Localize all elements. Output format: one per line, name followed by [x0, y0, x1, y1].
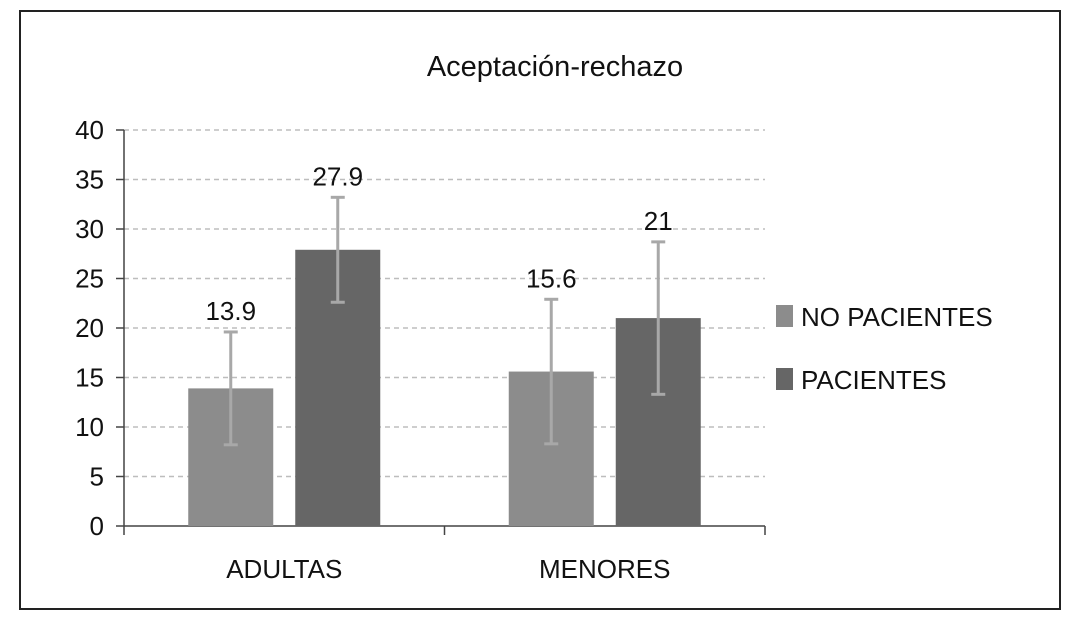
data-label-1-1: 21 [644, 206, 673, 236]
legend-swatch-1 [776, 368, 793, 390]
y-tick-label-5: 5 [90, 462, 104, 492]
legend-label-1: PACIENTES [801, 365, 946, 395]
y-axis-ticks: 0 5 10 15 20 25 30 35 40 [75, 115, 124, 541]
legend-label-0: NO PACIENTES [801, 302, 993, 332]
data-label-0-0: 13.9 [205, 296, 256, 326]
category-label-1: MENORES [539, 554, 670, 584]
legend: NO PACIENTES PACIENTES [776, 302, 993, 395]
category-labels: ADULTAS MENORES [226, 554, 670, 584]
error-bar-0-1 [544, 297, 559, 446]
y-tick-label-40: 40 [75, 115, 104, 145]
data-label-0-1: 15.6 [526, 263, 577, 293]
y-tick-label-35: 35 [75, 165, 104, 195]
y-tick-label-10: 10 [75, 412, 104, 442]
bars [188, 249, 701, 527]
chart-title: Aceptación-rechazo [427, 51, 683, 83]
category-label-0: ADULTAS [226, 554, 342, 584]
y-tick-label-15: 15 [75, 363, 104, 393]
y-tick-label-0: 0 [90, 511, 104, 541]
data-labels: 13.9 27.9 15.6 21 [205, 161, 672, 326]
y-tick-label-30: 30 [75, 214, 104, 244]
error-bar-0-0 [223, 330, 238, 447]
error-bar-1-1 [651, 240, 666, 396]
legend-item-1: PACIENTES [776, 365, 946, 395]
error-bars [223, 195, 666, 447]
y-tick-label-25: 25 [75, 264, 104, 294]
error-bar-1-0 [330, 195, 345, 304]
data-label-1-0: 27.9 [312, 161, 363, 191]
y-tick-label-20: 20 [75, 313, 104, 343]
legend-item-0: NO PACIENTES [776, 302, 993, 332]
legend-swatch-0 [776, 305, 793, 327]
